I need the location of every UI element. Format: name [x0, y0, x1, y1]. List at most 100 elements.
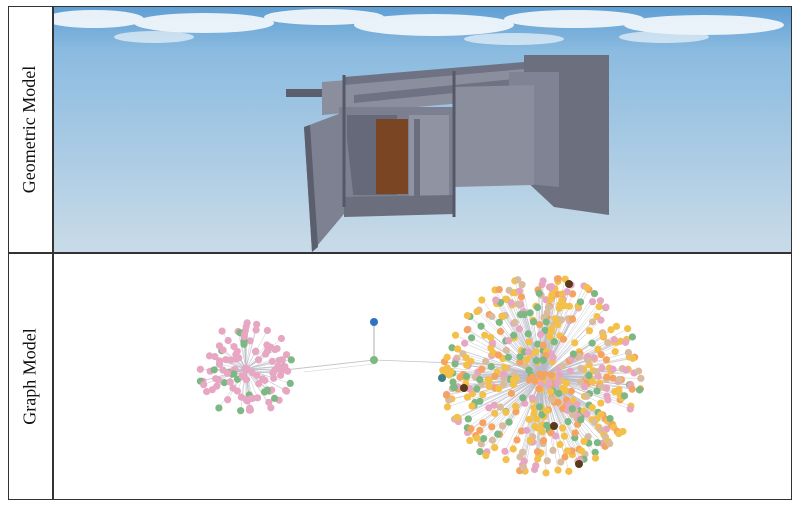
graph-node — [563, 288, 571, 296]
graph-node — [576, 378, 585, 386]
graph-node — [223, 369, 232, 378]
graph-node — [491, 372, 499, 380]
graph-node — [628, 385, 636, 393]
graph-node — [494, 430, 502, 438]
graph-node — [554, 275, 562, 283]
graph-node — [628, 333, 637, 341]
graph-node — [461, 339, 469, 347]
graph-node — [536, 321, 544, 329]
graph-node — [473, 385, 481, 393]
graph-node — [588, 298, 597, 306]
graph-node — [525, 415, 533, 424]
graph-nodes — [196, 275, 645, 477]
graph-node — [557, 458, 565, 466]
graph-node — [624, 325, 632, 333]
graph-node — [520, 463, 528, 472]
graph-node — [580, 383, 589, 391]
graph-edge — [491, 316, 543, 377]
graph-node — [590, 290, 599, 298]
graph-node — [536, 403, 544, 411]
graph-node — [575, 460, 583, 468]
graph-node — [282, 387, 291, 395]
graph-node — [537, 371, 547, 381]
graph-node — [543, 421, 551, 430]
graph-node — [501, 447, 509, 455]
graph-node — [450, 383, 458, 392]
graph-node — [463, 361, 471, 369]
graph-node — [604, 396, 612, 404]
graph-node — [544, 303, 552, 311]
graph-node — [502, 295, 510, 303]
graph-node — [561, 387, 569, 395]
graph-node — [530, 410, 538, 418]
graph-node — [620, 392, 629, 400]
graph-node — [504, 336, 513, 345]
graph-node — [516, 353, 524, 361]
graph-node — [524, 330, 532, 338]
graph-node — [487, 362, 495, 371]
graph-node — [443, 353, 451, 361]
graph-node — [246, 337, 254, 345]
graph-node — [482, 357, 490, 366]
graph-edge — [237, 331, 247, 370]
graph-node — [463, 312, 472, 320]
graph-node — [464, 415, 472, 423]
graph-node — [443, 403, 452, 411]
graph-edge — [541, 375, 562, 463]
graph-node — [509, 445, 517, 453]
graph-edge — [541, 342, 575, 377]
graph-node — [526, 436, 534, 444]
graph-node — [215, 404, 223, 412]
graph-node — [263, 341, 271, 349]
graph-node — [467, 425, 475, 433]
graph-node — [568, 405, 576, 413]
graph-node — [610, 336, 618, 344]
graph-node — [591, 448, 599, 456]
graph-node — [571, 429, 579, 437]
graph-node — [210, 366, 218, 374]
graph-edge — [200, 368, 247, 382]
graph-node — [607, 326, 615, 334]
graph-node — [495, 318, 503, 326]
graph-node — [539, 277, 547, 285]
graph-node — [451, 360, 459, 368]
graph-node — [265, 398, 273, 406]
graph-node — [615, 375, 623, 384]
graph-node — [247, 394, 255, 403]
graph-node — [260, 388, 269, 396]
graph-node — [463, 393, 472, 401]
graph-node — [211, 352, 219, 361]
graph-node — [495, 285, 503, 294]
graph-model-panel — [54, 254, 791, 499]
graph-node — [488, 436, 496, 444]
graph-node — [554, 378, 562, 387]
graph-node — [533, 448, 542, 456]
graph-node — [505, 286, 513, 294]
graph-node — [222, 355, 230, 364]
graph-node — [512, 408, 520, 416]
graph-node — [243, 319, 251, 327]
graph-node — [559, 335, 568, 343]
graph-node — [588, 339, 596, 347]
graph-node — [462, 354, 470, 362]
graph-node — [611, 388, 619, 396]
graph-node — [505, 418, 513, 426]
graph-node — [546, 332, 554, 341]
graph-node — [278, 356, 286, 364]
graph-node — [213, 382, 221, 390]
graph-node — [498, 422, 507, 430]
graph-node — [604, 339, 612, 347]
graph-node — [484, 376, 492, 384]
graph-node — [548, 291, 556, 299]
graph-node — [595, 303, 603, 311]
graph-node — [569, 350, 577, 358]
graph-node — [559, 424, 567, 432]
graph-node — [522, 356, 531, 364]
graph-node — [539, 437, 548, 445]
graph-node — [612, 322, 621, 330]
graph-node — [622, 366, 630, 374]
graph-node — [547, 371, 556, 379]
graph-edge — [245, 368, 258, 398]
geometric-model-label: Geometric Model — [19, 65, 40, 193]
graph-node — [481, 331, 489, 339]
